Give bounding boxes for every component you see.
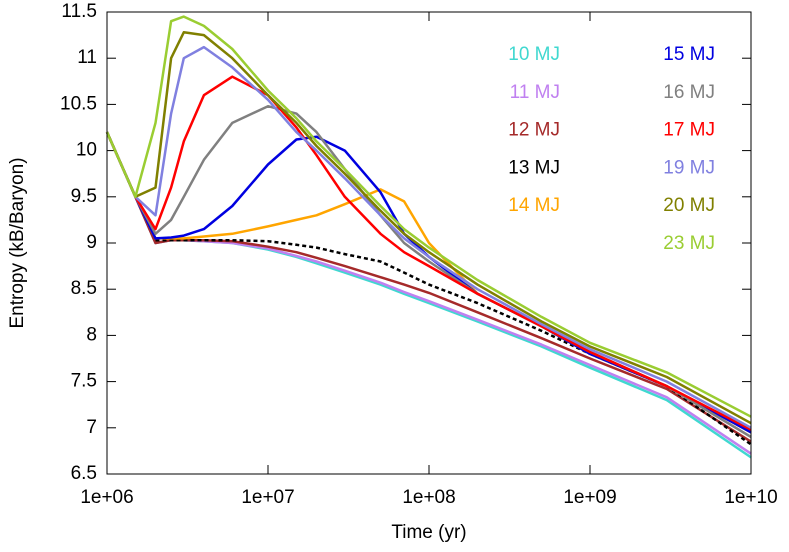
legend-label: 11 MJ bbox=[510, 82, 560, 103]
x-tick-label: 1e+10 bbox=[724, 487, 777, 508]
series-line bbox=[105, 131, 752, 434]
series-line bbox=[105, 31, 752, 425]
y-tick-label: 7.5 bbox=[71, 371, 97, 392]
y-axis-label: Entropy (kB/Baryon) bbox=[7, 157, 28, 328]
y-tick-label: 9 bbox=[86, 232, 97, 253]
plot-frame bbox=[106, 11, 752, 475]
legend-label: 14 MJ bbox=[508, 195, 560, 216]
y-tick-label: 10.5 bbox=[60, 93, 97, 114]
legend-label: 20 MJ bbox=[663, 195, 715, 216]
y-tick-label: 11 bbox=[77, 47, 97, 68]
y-tick-label: 8.5 bbox=[71, 278, 97, 299]
x-tick-label: 1e+09 bbox=[563, 487, 616, 508]
legend-label: 19 MJ bbox=[663, 157, 715, 178]
x-tick-label: 1e+07 bbox=[241, 487, 294, 508]
x-tick-label: 1e+08 bbox=[402, 487, 455, 508]
x-axis-label: Time (yr) bbox=[391, 522, 466, 543]
series-line bbox=[105, 131, 752, 434]
y-tick-label: 9.5 bbox=[71, 186, 97, 207]
series-line bbox=[105, 75, 752, 431]
series-line bbox=[105, 15, 752, 418]
series-line bbox=[155, 238, 752, 446]
y-tick-label: 7 bbox=[86, 417, 97, 438]
legend-label: 12 MJ bbox=[508, 120, 560, 141]
series-line bbox=[105, 104, 752, 439]
legend-label: 17 MJ bbox=[663, 120, 715, 141]
series-line bbox=[105, 45, 752, 429]
y-tick-label: 11.5 bbox=[61, 1, 97, 22]
legend-label: 10 MJ bbox=[508, 44, 560, 65]
y-tick-label: 6.5 bbox=[71, 463, 97, 484]
y-tick-label: 8 bbox=[86, 324, 97, 345]
series-line bbox=[105, 131, 752, 459]
legend-label: 23 MJ bbox=[663, 233, 715, 254]
legend-label: 15 MJ bbox=[663, 44, 715, 65]
x-tick-label: 1e+06 bbox=[80, 487, 133, 508]
y-tick-label: 10 bbox=[76, 140, 97, 161]
legend-label: 13 MJ bbox=[508, 157, 560, 178]
legend-label: 16 MJ bbox=[663, 82, 715, 103]
